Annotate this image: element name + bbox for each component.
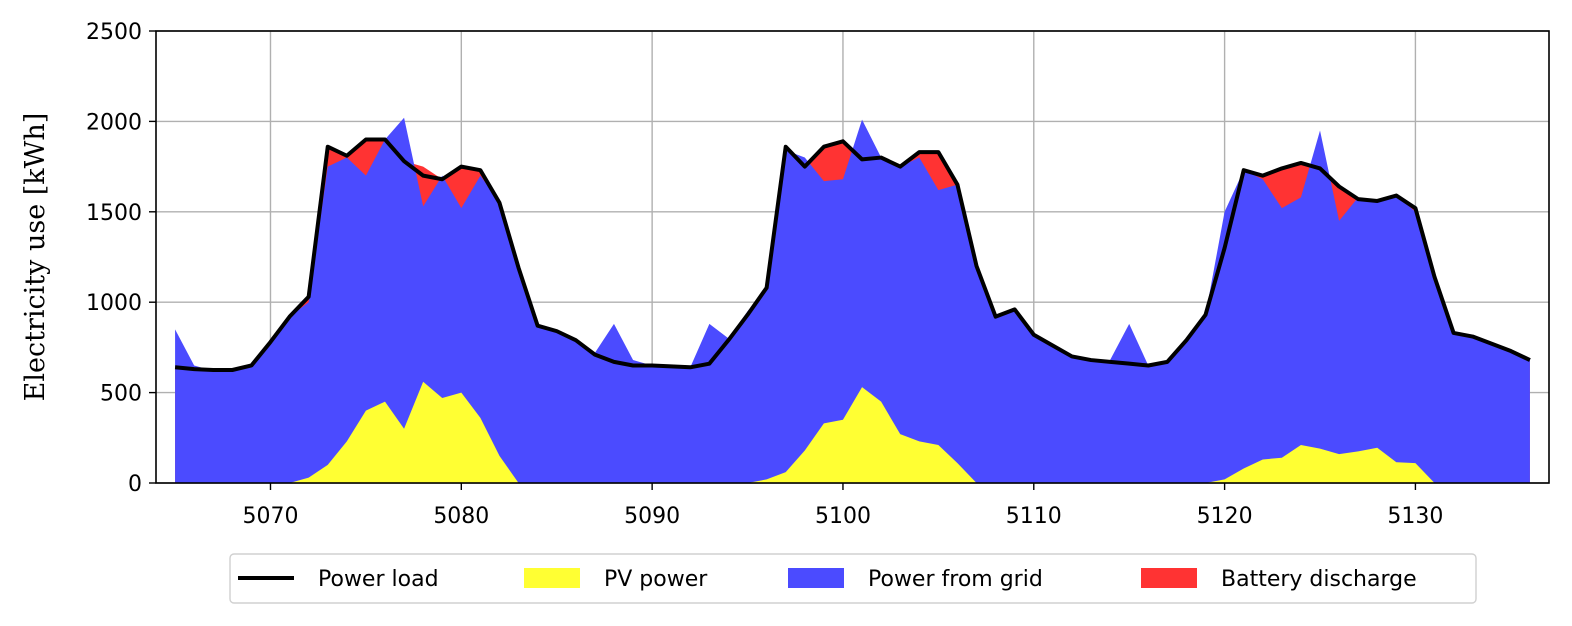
legend-item-battery-discharge: Battery discharge — [1141, 567, 1417, 592]
y-tick-label: 1000 — [86, 291, 142, 316]
legend-swatch — [788, 568, 844, 588]
legend-label: Power from grid — [868, 567, 1043, 592]
y-tick-label: 2000 — [86, 110, 142, 135]
y-tick-label: 0 — [128, 472, 142, 497]
legend-swatch — [524, 568, 580, 588]
pv-power-area — [175, 381, 1530, 483]
power-load-line — [174, 137, 1531, 372]
x-tick-label: 5080 — [433, 504, 489, 529]
x-tick-label: 5100 — [815, 504, 871, 529]
legend: Power load PV power Power from grid Battery… — [229, 553, 1477, 604]
power-from-grid-area — [175, 117, 1530, 483]
legend-label: Battery discharge — [1221, 567, 1417, 592]
x-tick-label: 5070 — [242, 504, 298, 529]
legend-item-power-from-grid: Power from grid — [788, 567, 1043, 592]
y-tick-label: 500 — [100, 382, 142, 407]
x-tick-label: 5130 — [1387, 504, 1443, 529]
x-tick-label: 5110 — [1006, 504, 1062, 529]
y-tick-label: 1500 — [86, 201, 142, 226]
y-tick-label: 2500 — [86, 20, 142, 45]
line-layer — [174, 137, 1531, 372]
area-layer — [175, 117, 1530, 483]
x-axis: 5070 5080 5090 5100 5110 5120 5130 — [242, 483, 1443, 529]
plot-frame — [155, 30, 1550, 484]
y-axis-title: Electricity use [kWh] — [20, 113, 51, 402]
x-tick-label: 5090 — [624, 504, 680, 529]
legend-item-pv-power: PV power — [524, 567, 708, 592]
x-tick-label: 5120 — [1197, 504, 1253, 529]
legend-item-power-load: Power load — [238, 567, 439, 592]
legend-swatch — [1141, 568, 1197, 588]
legend-label: Power load — [318, 567, 439, 592]
legend-frame — [229, 553, 1477, 604]
y-axis: 0 500 1000 1500 2000 2500 — [86, 20, 156, 497]
legend-label: PV power — [604, 567, 708, 592]
